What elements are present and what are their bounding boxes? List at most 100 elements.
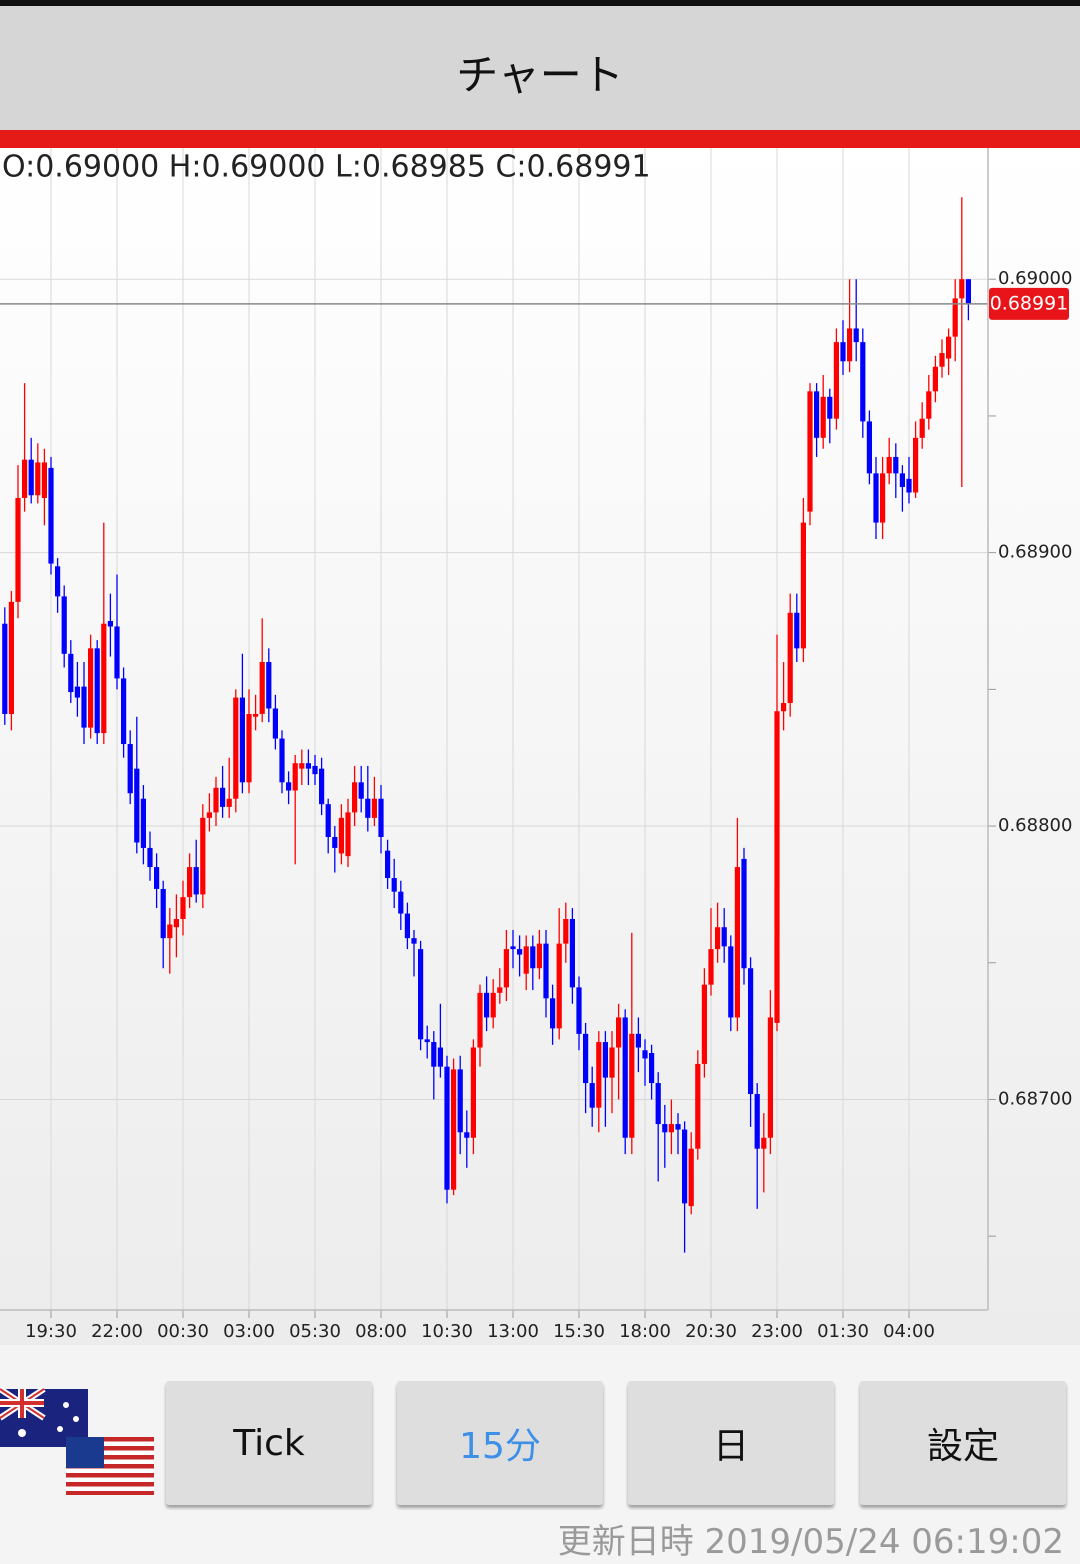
candle-body — [418, 949, 424, 1040]
candle-body — [22, 459, 28, 498]
candle-body — [596, 1042, 602, 1108]
candle-body — [233, 697, 239, 799]
x-tick-label: 18:00 — [619, 1321, 671, 1342]
ohlc-label: O:0.69000 H:0.69000 L:0.68985 C:0.68991 — [2, 150, 651, 185]
candle-body — [140, 798, 146, 848]
candle-body — [246, 713, 252, 783]
candle-body — [371, 798, 377, 818]
chart: チャート 0.68700 0.68800 0.68900 0.69000 19:30 22… — [0, 0, 1080, 1345]
candle-body — [477, 992, 483, 1048]
candle-body — [437, 1047, 443, 1067]
candle-body — [767, 1017, 773, 1138]
candle-body — [715, 927, 721, 950]
candle-body — [391, 878, 397, 892]
candle-body — [253, 713, 259, 717]
timeframe-button[interactable]: 15分 — [397, 1381, 603, 1505]
candle-body — [675, 1124, 681, 1130]
x-tick-label: 19:30 — [25, 1321, 77, 1342]
candle-body — [939, 353, 945, 367]
x-tick-label: 22:00 — [91, 1321, 143, 1342]
candle-body — [787, 612, 793, 704]
y-tick-label: 0.68900 — [998, 542, 1072, 563]
candle-body — [952, 298, 958, 337]
candle-body — [319, 768, 325, 805]
candle-body — [35, 462, 41, 496]
candle-body — [424, 1039, 430, 1043]
timeframe-button[interactable]: Tick — [166, 1381, 372, 1505]
candle-body — [81, 686, 87, 728]
candle-body — [114, 626, 120, 679]
candle-body — [352, 782, 358, 813]
candle-body — [220, 787, 226, 807]
candle-body — [583, 1033, 589, 1084]
candle-body — [411, 938, 417, 944]
candle-body — [378, 798, 384, 837]
candle-body — [345, 812, 351, 857]
candle-body — [589, 1083, 595, 1108]
candle-body — [15, 497, 21, 602]
candle-body — [28, 459, 34, 496]
candle-body — [160, 888, 166, 939]
candle-body — [180, 897, 186, 920]
candle-body — [622, 1017, 628, 1138]
candle-body — [530, 946, 536, 969]
candle-body — [926, 391, 932, 419]
candle-body — [404, 913, 410, 939]
candle-body — [774, 711, 780, 1023]
candle-body — [563, 919, 569, 944]
candle-body — [886, 456, 892, 474]
candle-body — [609, 1047, 615, 1078]
candle-body — [550, 998, 556, 1029]
candle-body — [807, 391, 813, 512]
candle-body — [734, 867, 740, 1018]
candle-body — [576, 987, 582, 1034]
candle-body — [847, 328, 853, 362]
x-tick-label: 20:30 — [685, 1321, 737, 1342]
candle-body — [668, 1124, 674, 1133]
header-title: チャート — [456, 51, 624, 100]
candle-body — [761, 1137, 767, 1149]
currency-pair-icon — [0, 1386, 154, 1495]
x-tick-label: 05:30 — [289, 1321, 341, 1342]
candle-body — [332, 836, 338, 848]
timeframe-button[interactable]: 設定 — [860, 1381, 1066, 1505]
candle-body — [688, 1148, 694, 1207]
candle-body — [556, 943, 562, 1029]
candle-body — [101, 623, 107, 734]
candle-body — [662, 1124, 668, 1133]
candle-body — [833, 342, 839, 419]
candle-body — [134, 768, 140, 843]
candle-body — [708, 949, 714, 985]
x-tick-label: 00:30 — [157, 1321, 209, 1342]
timeframe-button[interactable]: 日 — [628, 1381, 834, 1505]
candle-body — [107, 621, 113, 627]
candle-body — [503, 949, 509, 988]
candle-body — [358, 782, 364, 799]
candle-body — [451, 1069, 457, 1190]
candle-body — [873, 473, 879, 523]
candle-body — [259, 662, 265, 714]
candle-body — [206, 812, 212, 818]
candle-body — [913, 437, 919, 493]
candle-body — [299, 763, 305, 769]
candle-body — [635, 1033, 641, 1048]
candle-body — [497, 987, 503, 993]
x-tick-label: 03:00 — [223, 1321, 275, 1342]
candle-body — [127, 744, 133, 794]
candle-body — [226, 798, 232, 807]
candle-body — [61, 596, 67, 654]
candle-body — [464, 1132, 470, 1138]
candle-body — [569, 919, 575, 988]
candle-body — [279, 738, 285, 783]
candle-body — [820, 396, 826, 438]
candle-body — [193, 867, 199, 895]
candle-body — [48, 467, 54, 564]
candle-body — [741, 858, 747, 969]
candle-body — [325, 804, 331, 837]
candle-body — [2, 623, 8, 714]
candle-body — [444, 1066, 450, 1190]
candle-body — [200, 817, 206, 895]
x-tick-label: 13:00 — [487, 1321, 539, 1342]
candle-body — [94, 648, 100, 734]
